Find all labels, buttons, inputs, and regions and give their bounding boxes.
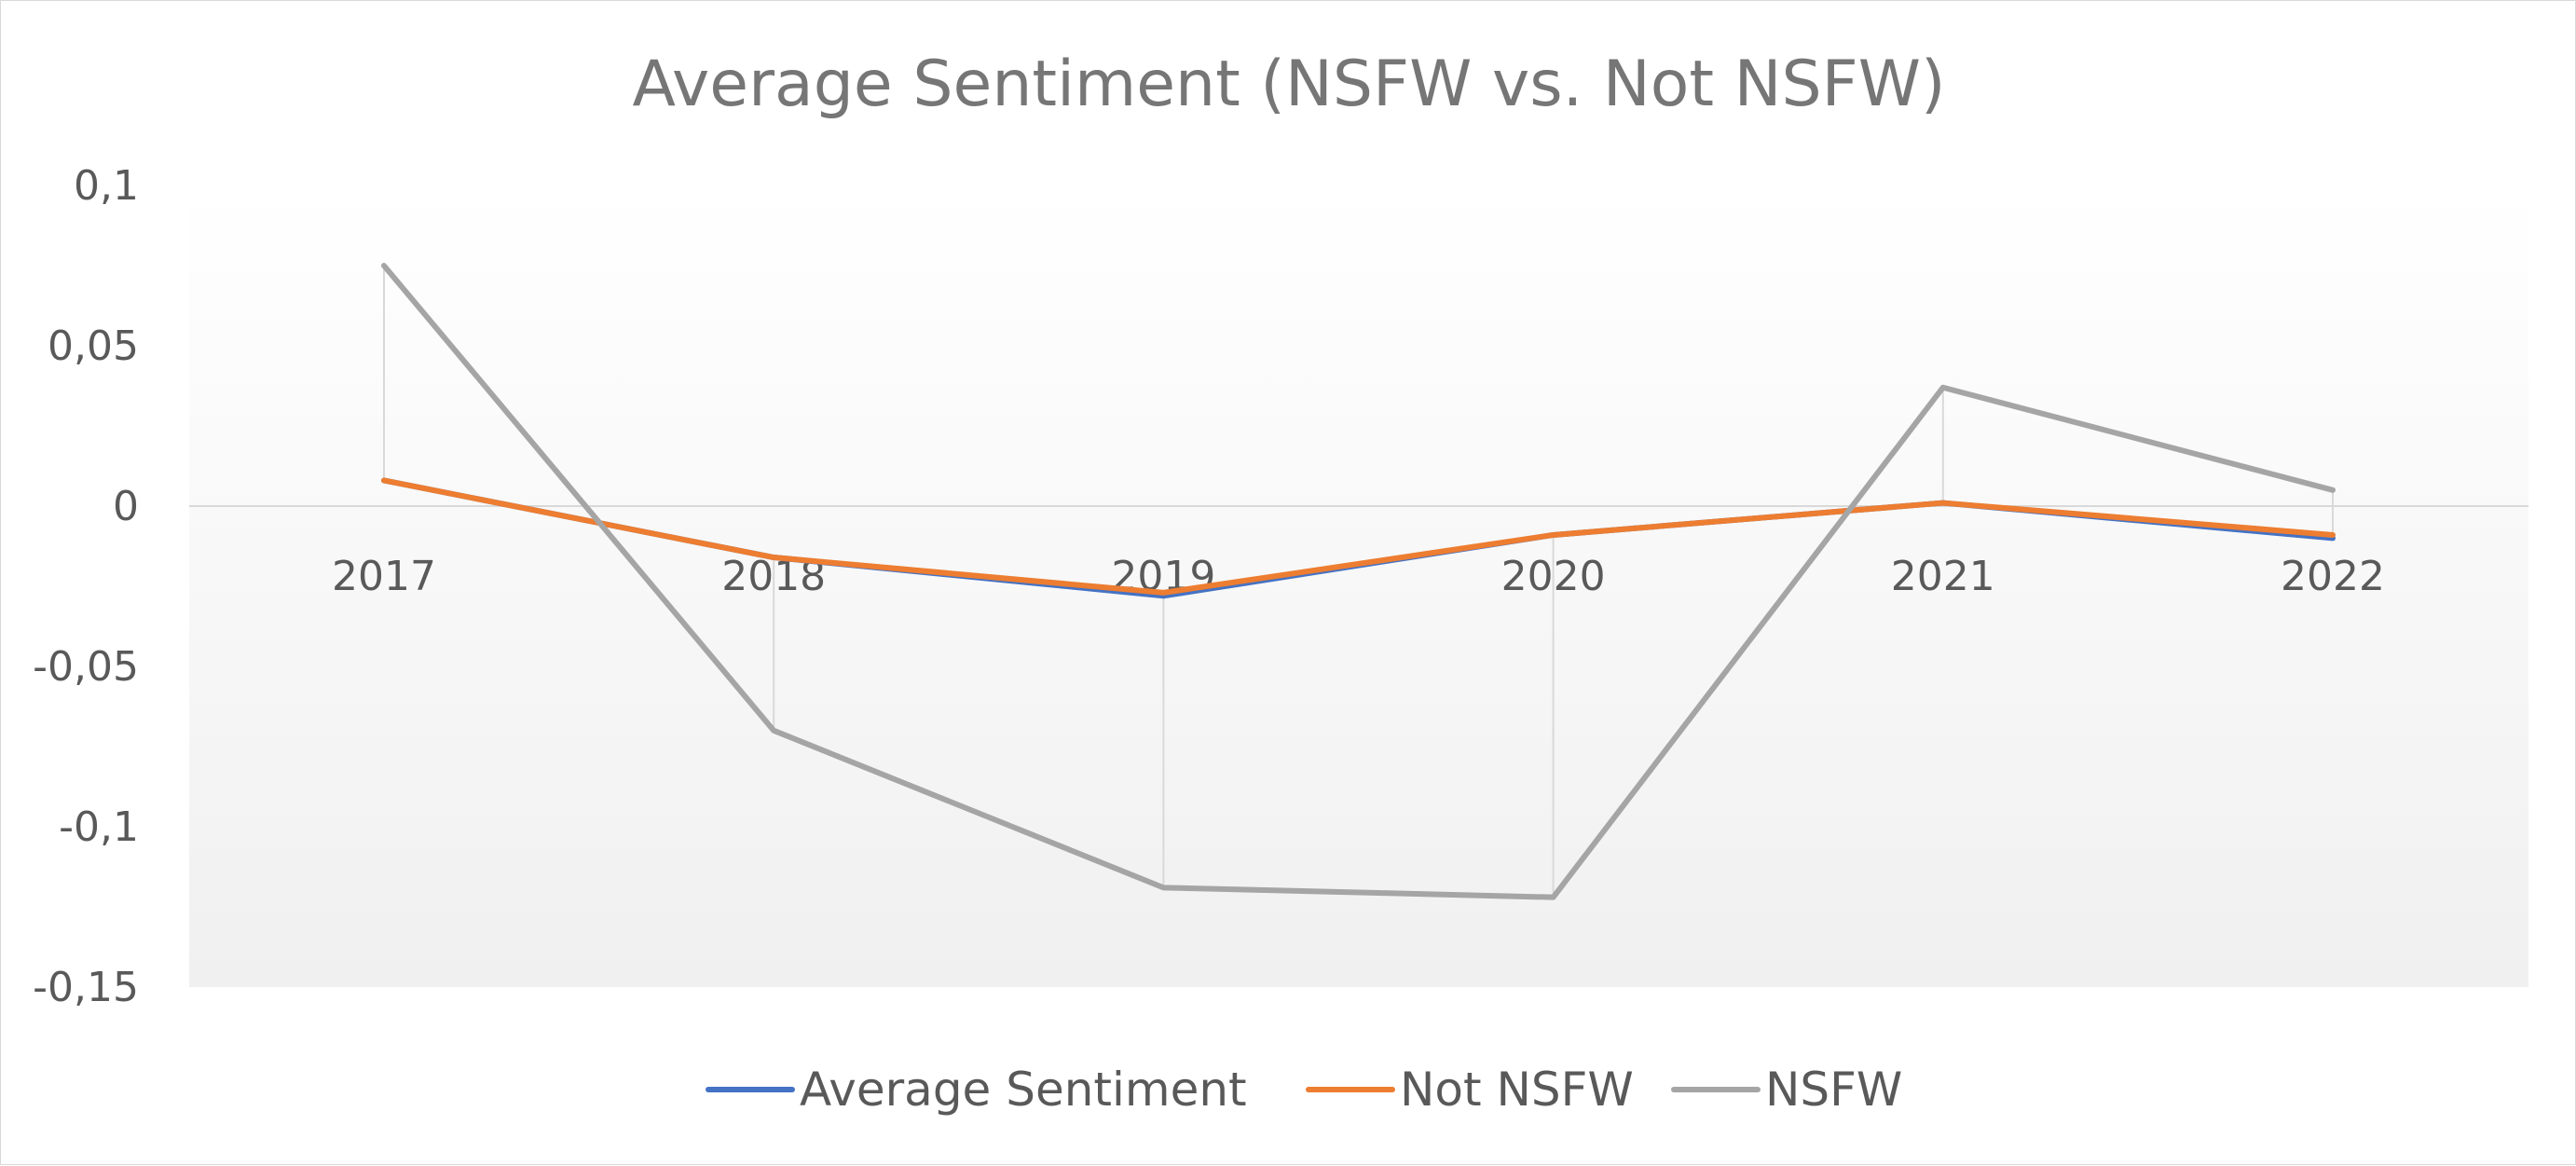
y-tick-label: 0: [113, 483, 139, 530]
x-tick-label: 2022: [2281, 553, 2385, 600]
legend-label: NSFW: [1765, 1063, 1902, 1117]
y-tick-label: -0,05: [33, 643, 139, 691]
series-line: [381, 477, 2336, 596]
x-tick-label: 2017: [332, 553, 436, 600]
y-tick-label: 0,05: [48, 322, 139, 370]
drop-lines: [383, 266, 2334, 898]
series-line: [381, 263, 2336, 900]
y-tick-label: -0,1: [59, 803, 139, 851]
legend: Average Sentiment Not NSFW NSFW: [706, 1063, 1902, 1117]
y-tick-label: -0,15: [33, 964, 139, 1011]
y-tick-label: 0,1: [74, 162, 139, 210]
y-axis-tick-labels: 0,1 0,05 0 -0,05 -0,1 -0,15: [33, 162, 139, 1011]
x-tick-label: 2021: [1891, 553, 1995, 600]
series-lines: [381, 263, 2336, 900]
plot-area: [189, 185, 2528, 987]
x-tick-label: 2020: [1501, 553, 1606, 600]
legend-label: Average Sentiment: [800, 1063, 1247, 1117]
chart-title: Average Sentiment (NSFW vs. Not NSFW): [632, 48, 1945, 121]
legend-label: Not NSFW: [1400, 1063, 1634, 1117]
